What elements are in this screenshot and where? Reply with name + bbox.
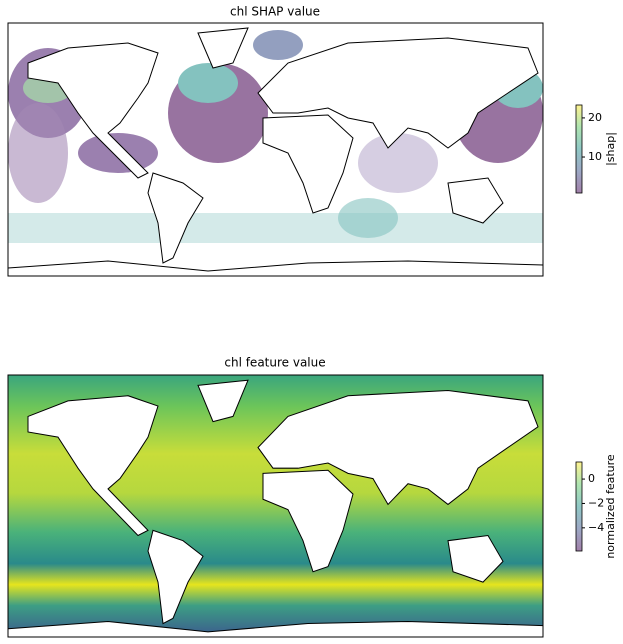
colorbar-tick-label: −4	[588, 521, 604, 534]
colorbar-label: |shap|	[604, 132, 617, 166]
panel-title: chl SHAP value	[230, 5, 320, 19]
shap-map	[7, 22, 544, 277]
colorbar-label: normalized feature	[604, 454, 617, 559]
colorbar	[575, 104, 583, 194]
panel-title: chl feature value	[224, 356, 325, 370]
colorbar-tick-label: 10	[588, 150, 602, 163]
colorbar-tick-label: 20	[588, 111, 602, 124]
colorbar-tick-label: 0	[588, 472, 595, 485]
colorbar-tick-label: −2	[588, 496, 604, 509]
feature-map	[7, 374, 544, 638]
colorbar	[575, 461, 583, 552]
